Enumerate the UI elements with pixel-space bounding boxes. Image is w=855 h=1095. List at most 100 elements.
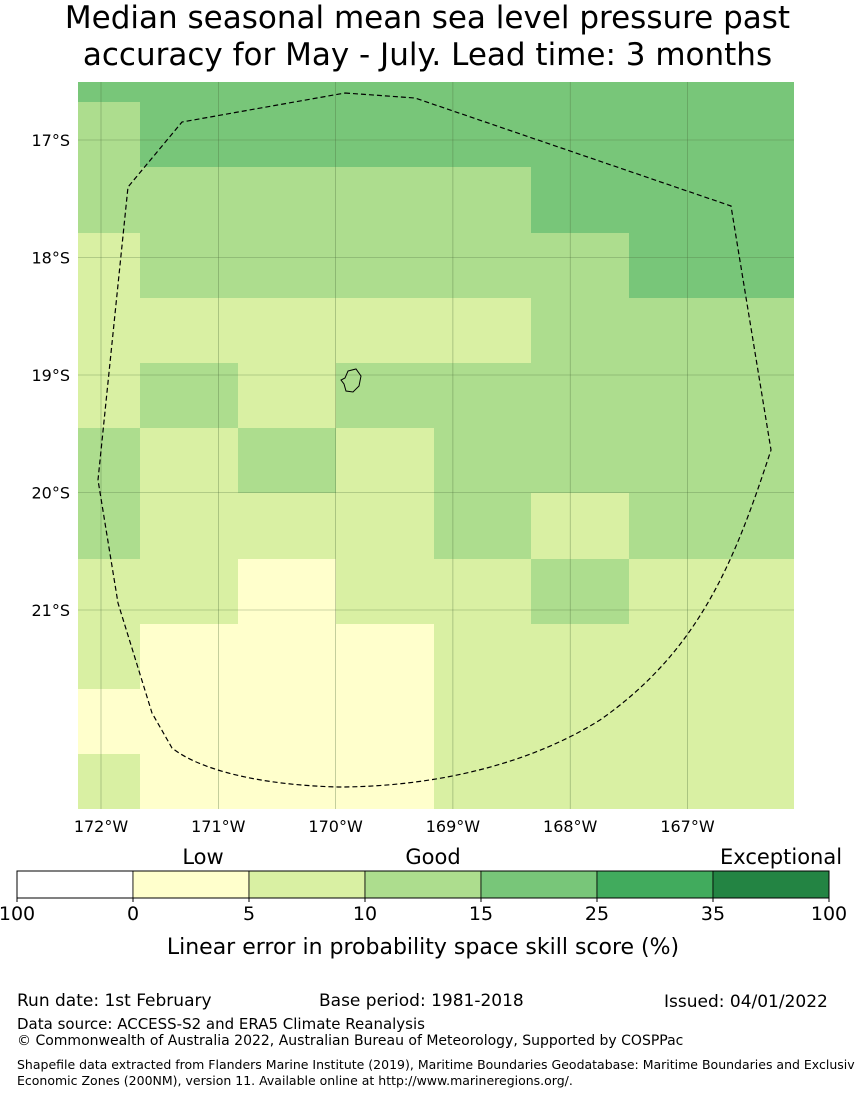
colorbar-category-label: Low: [182, 845, 223, 869]
grid-cell: [629, 102, 728, 168]
grid-cell: [434, 559, 532, 625]
grid-cell: [727, 363, 794, 429]
grid-cell: [238, 754, 337, 809]
grid-cell: [629, 298, 728, 364]
grid-cell: [531, 754, 630, 809]
grid-cell: [238, 363, 337, 429]
colorbar-segment: [132, 870, 250, 899]
colorbar-axis-label: Linear error in probability space skill …: [167, 935, 679, 960]
grid-cell: [238, 102, 337, 168]
colorbar: [16, 870, 830, 899]
grid-cell: [727, 559, 794, 625]
grid-cell: [140, 363, 239, 429]
map-title: Median seasonal mean sea level pressure …: [0, 0, 855, 74]
eez-boundary: [97, 92, 772, 788]
grid-cell: [140, 298, 239, 364]
grid-cell: [336, 102, 435, 168]
grid-cell: [531, 298, 630, 364]
grid-cell: [727, 298, 794, 364]
grid-cell: [434, 493, 532, 560]
longitude-label: 167°W: [660, 817, 715, 836]
grid-cell: [78, 82, 141, 103]
grid-cell: [238, 298, 337, 364]
colorbar-category-labels: Low Good Exceptional: [182, 845, 842, 869]
colorbar-segment: [248, 870, 366, 899]
grid-cell: [727, 689, 794, 755]
grid-cell: [434, 428, 532, 494]
grid-cell: [629, 689, 728, 755]
grid-cell: [238, 233, 337, 299]
grid-cell: [629, 559, 728, 625]
grid-cell: [336, 363, 435, 429]
grid-cell: [531, 102, 630, 168]
grid-cell: [531, 82, 630, 103]
grid-cell: [531, 428, 630, 494]
longitude-label: 170°W: [308, 817, 363, 836]
colorbar-segment: [480, 870, 598, 899]
grid-cell: [727, 624, 794, 690]
colorbar-tick-label: 15: [469, 903, 493, 925]
grid-cell: [434, 624, 532, 690]
grid-cell: [78, 233, 141, 299]
colorbar-category-label: Exceptional: [720, 845, 842, 869]
grid-cell: [140, 102, 239, 168]
grid-cell: [238, 559, 337, 625]
grid-cell: [336, 428, 435, 494]
grid-cell: [531, 493, 630, 560]
grid-cell: [727, 493, 794, 560]
run-date: Run date: 1st February: [17, 991, 212, 1011]
grid-cell: [434, 689, 532, 755]
grid-cell: [434, 233, 532, 299]
grid-cell: [629, 754, 728, 809]
longitude-label: 168°W: [543, 817, 598, 836]
longitude-label: 172°W: [74, 817, 129, 836]
latitude-label: 19°S: [31, 366, 70, 385]
grid-cell: [434, 167, 532, 234]
colorbar-tick-label: 10: [353, 903, 377, 925]
latitude-label: 18°S: [31, 249, 70, 268]
colorbar-segment: [712, 870, 830, 899]
grid-cell: [531, 363, 630, 429]
grid-cell: [629, 428, 728, 494]
colorbar-tick-label: 25: [585, 903, 609, 925]
colorbar-tick-label: 100: [811, 903, 847, 925]
latitude-label: 17°S: [31, 131, 70, 150]
grid-cell: [238, 82, 337, 103]
grid-cell: [238, 689, 337, 755]
grid-cell: [78, 754, 141, 809]
grid-cell: [140, 754, 239, 809]
grid-cell: [629, 167, 728, 234]
grid-cell: [629, 363, 728, 429]
issued-date: Issued: 04/01/2022: [664, 992, 828, 1012]
grid-cell: [336, 493, 435, 560]
colorbar-segment: [364, 870, 482, 899]
data-source: Data source: ACCESS-S2 and ERA5 Climate …: [17, 1015, 425, 1033]
grid-cell: [531, 233, 630, 299]
grid-cell: [531, 624, 630, 690]
grid-cell: [78, 102, 141, 168]
grid-cell: [140, 428, 239, 494]
grid-cell: [336, 624, 435, 690]
grid-cell: [531, 167, 630, 234]
colorbar-tick-label: 35: [701, 903, 725, 925]
grid-cell: [238, 493, 337, 560]
grid-cell: [78, 167, 141, 234]
grid-cell: [434, 363, 532, 429]
longitude-label: 171°W: [191, 817, 246, 836]
title-line-1: Median seasonal mean sea level pressure …: [64, 0, 791, 36]
grid-cell: [140, 233, 239, 299]
grid-cell: [140, 689, 239, 755]
grid-cell: [531, 689, 630, 755]
grid-cell: [727, 754, 794, 809]
island-outline: [340, 368, 362, 393]
grid-cell: [434, 298, 532, 364]
grid-cell: [336, 167, 435, 234]
skill-score-grid: [78, 82, 794, 809]
grid-cell: [336, 559, 435, 625]
colorbar-tick-label: 5: [243, 903, 255, 925]
colorbar-category-label: Good: [405, 845, 460, 869]
grid-cell: [434, 82, 532, 103]
grid-cell: [140, 624, 239, 690]
grid-cell: [140, 167, 239, 234]
